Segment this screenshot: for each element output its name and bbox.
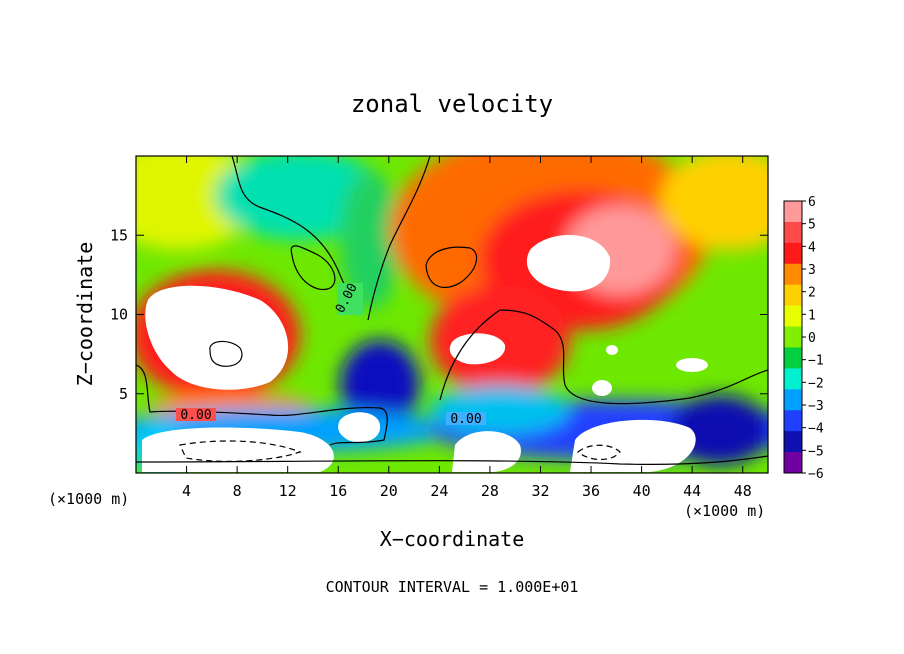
colorbar-swatch: [784, 305, 802, 328]
contour-label: 0.00: [450, 412, 481, 427]
x-axis-label: X−coordinate: [380, 527, 525, 551]
colorbar-label: 0: [808, 331, 816, 346]
contour-line: [367, 156, 431, 321]
contour-line: [136, 455, 768, 465]
x-unit-label-left: (×1000 m): [48, 490, 129, 508]
y-axis-label: Z−coordinate: [73, 242, 97, 387]
colorbar-label: −3: [808, 399, 824, 414]
field-blob: [670, 395, 768, 465]
white-region: [592, 380, 612, 396]
x-unit-label-right: (×1000 m): [684, 502, 765, 520]
colorbar-label: −4: [808, 422, 824, 437]
x-tick-label: 20: [380, 482, 398, 500]
x-tick-label: 28: [481, 482, 499, 500]
field-blob: [340, 170, 400, 310]
x-tick-label: 32: [531, 482, 549, 500]
y-axis-ticks: 5 10 15: [110, 226, 768, 403]
colorbar-swatch: [784, 431, 802, 453]
x-tick-label: 44: [683, 482, 701, 500]
colorbar-label: 5: [808, 218, 816, 233]
contour-line: [136, 364, 388, 446]
y-tick-label: 5: [119, 385, 128, 403]
contour-line: [290, 245, 336, 290]
velocity-field: [136, 156, 768, 473]
x-tick-label: 4: [182, 482, 191, 500]
colorbar-label: 6: [808, 195, 816, 210]
x-tick-label: 12: [279, 482, 297, 500]
contour-line: [425, 246, 478, 288]
white-region: [145, 285, 289, 390]
colorbar-label: −6: [808, 467, 824, 482]
x-tick-label: 36: [582, 482, 600, 500]
colorbar: 6 5 4 3 2 1 0 −1 −2 −3 −4 −5 −6: [783, 195, 824, 482]
colorbar-swatch: [784, 284, 802, 307]
white-region: [526, 235, 611, 292]
contour-label-bg: [337, 283, 363, 315]
x-tick-label: 16: [329, 482, 347, 500]
colorbar-swatch: [784, 201, 802, 223]
colorbar-swatch: [784, 368, 802, 390]
colorbar-swatch: [784, 263, 802, 286]
white-region: [606, 345, 618, 355]
colorbar-swatch: [784, 410, 802, 432]
white-region: [338, 412, 381, 443]
x-axis-ticks: 4 8 12 16 20 24 28 32 36 40 44 48: [182, 156, 752, 500]
colorbar-label: −1: [808, 354, 824, 369]
white-region: [452, 431, 521, 472]
chart-title: zonal velocity: [351, 90, 553, 118]
colorbar-swatch: [784, 347, 802, 369]
colorbar-swatch: [784, 389, 802, 411]
y-tick-label: 10: [110, 306, 128, 324]
contour-line: [577, 444, 621, 461]
colorbar-swatch: [784, 326, 802, 348]
contour-line: [439, 309, 768, 405]
colorbar-label: −5: [808, 444, 824, 459]
contour-value-labels: 0.00 0.00 0.00: [176, 281, 486, 427]
white-region: [676, 358, 708, 372]
x-tick-label: 48: [734, 482, 752, 500]
colorbar-label: 3: [808, 263, 816, 278]
field-blob: [430, 385, 570, 435]
x-tick-label: 40: [633, 482, 651, 500]
colorbar-swatch: [784, 221, 802, 244]
x-tick-label: 24: [430, 482, 448, 500]
contour-line: [179, 440, 302, 462]
colorbar-label: 1: [808, 308, 816, 323]
contour-interval-note: CONTOUR INTERVAL = 1.000E+01: [326, 578, 579, 596]
colorbar-swatch: [784, 452, 802, 474]
y-tick-label: 15: [110, 226, 128, 244]
colorbar-label: 2: [808, 286, 816, 301]
colorbar-swatch: [784, 242, 802, 265]
contour-label-bg: [446, 412, 486, 425]
contour-label: 0.00: [180, 408, 211, 423]
contour-lines: [136, 156, 768, 465]
x-tick-label: 8: [233, 482, 242, 500]
colorbar-label: 4: [808, 240, 816, 255]
contour-label-bg: [176, 408, 216, 421]
white-region: [142, 427, 334, 472]
field-blob: [660, 156, 768, 250]
white-region: [449, 333, 506, 365]
colorbar-label: −2: [808, 376, 824, 391]
contour-line: [209, 340, 243, 367]
